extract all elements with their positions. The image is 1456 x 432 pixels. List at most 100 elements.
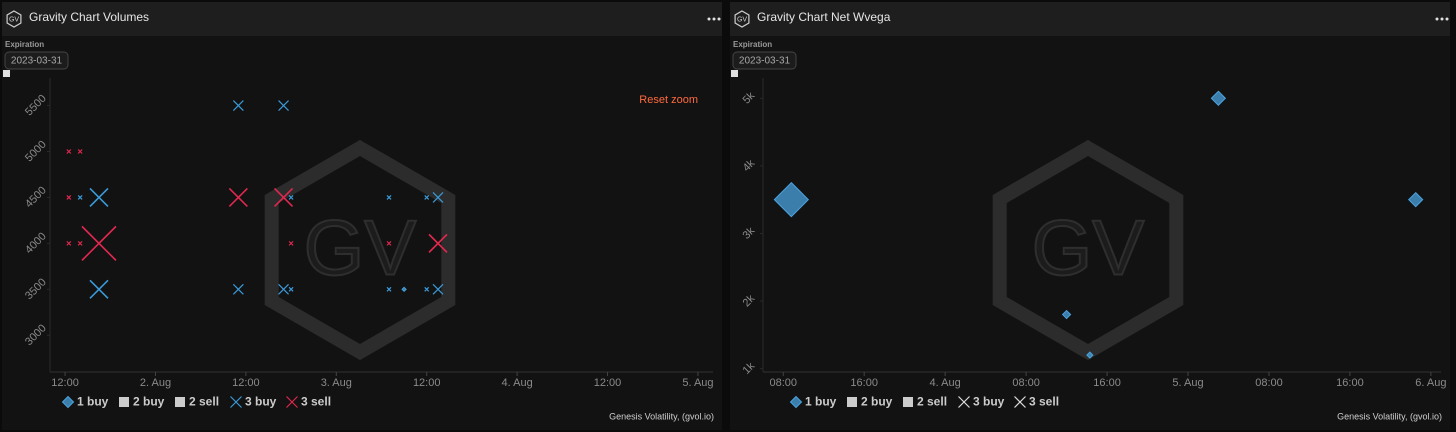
square-marker (175, 397, 185, 407)
x-marker (66, 240, 72, 246)
x-tick-label: 6. Aug (1415, 377, 1446, 389)
expand-icon[interactable] (731, 70, 738, 77)
x-marker (228, 187, 248, 208)
logo-icon (734, 10, 750, 28)
menu-dot[interactable] (717, 17, 721, 21)
watermark-hex (992, 139, 1184, 361)
x-marker (278, 283, 289, 295)
x-tick-label: 4. Aug (502, 377, 533, 389)
x-tick-label: 3. Aug (321, 377, 352, 389)
panel-title: Gravity Chart Volumes (29, 10, 149, 24)
filter-label: Expiration (733, 40, 772, 49)
legend-label[interactable]: 2 buy (133, 395, 165, 409)
square-marker (119, 397, 129, 407)
menu-dot[interactable] (712, 17, 716, 21)
reset-zoom[interactable]: Reset zoom (639, 94, 698, 106)
expand-icon[interactable] (3, 70, 10, 77)
x-tick-label: 16:00 (1336, 377, 1364, 389)
legend-label[interactable]: 1 buy (805, 395, 837, 409)
legend-label[interactable]: 2 buy (861, 395, 893, 409)
panel: GV Gravity Chart Net Wvega Expiration 2023-… (730, 2, 1450, 430)
diamond-marker (1407, 191, 1424, 208)
x-marker (1014, 396, 1026, 408)
x-tick-label: 2. Aug (140, 377, 171, 389)
x-marker (432, 283, 444, 295)
x-marker (66, 149, 72, 154)
diamond-marker (789, 395, 803, 409)
x-tick-label: 4. Aug (930, 377, 961, 389)
diamond-marker (61, 395, 75, 409)
x-marker (77, 195, 83, 200)
logo-icon (6, 10, 22, 28)
x-marker (77, 240, 83, 246)
menu-dot[interactable] (1445, 17, 1449, 21)
x-marker (288, 240, 294, 246)
watermark-hex (264, 139, 456, 361)
filter-value[interactable]: 2023-03-31 (11, 56, 63, 67)
x-marker (424, 195, 430, 200)
legend-label[interactable]: 2 sell (189, 395, 219, 409)
credit: Genesis Volatility, (gvol.io) (609, 411, 714, 421)
diamond-marker (1086, 351, 1094, 359)
x-tick-label: 12:00 (594, 377, 622, 389)
square-marker (903, 397, 913, 407)
filter-label: Expiration (5, 40, 44, 49)
square-marker (847, 397, 857, 407)
diamond-marker (401, 286, 407, 293)
x-marker (232, 100, 244, 111)
x-marker (77, 149, 83, 154)
x-marker (89, 279, 109, 299)
x-marker (232, 283, 244, 295)
x-tick-label: 12:00 (413, 377, 441, 389)
legend-label[interactable]: 3 buy (245, 395, 277, 409)
x-marker (273, 187, 294, 208)
panel: GV Gravity Chart Volumes Expiration 2023-03… (2, 2, 722, 430)
legend-label[interactable]: 3 sell (1029, 395, 1059, 409)
filter-value[interactable]: 2023-03-31 (739, 56, 791, 67)
menu-dot[interactable] (707, 17, 711, 21)
x-marker (288, 195, 294, 200)
watermark-text: GV (304, 204, 417, 292)
legend-label[interactable]: 3 sell (301, 395, 331, 409)
panel-header (2, 2, 722, 36)
x-tick-label: 16:00 (850, 377, 878, 389)
x-tick-label: 08:00 (769, 377, 797, 389)
x-marker (81, 225, 117, 261)
x-marker (958, 396, 970, 408)
x-marker (286, 396, 298, 408)
diamond-marker (1210, 90, 1227, 106)
x-marker (230, 396, 242, 408)
legend-label[interactable]: 1 buy (77, 395, 109, 409)
x-tick-label: 08:00 (1012, 377, 1040, 389)
diamond-marker (773, 181, 810, 218)
legend-label[interactable]: 2 sell (917, 395, 947, 409)
x-marker (89, 187, 109, 208)
credit: Genesis Volatility, (gvol.io) (1337, 411, 1442, 421)
x-marker (66, 195, 72, 200)
filter-pill[interactable] (732, 51, 797, 70)
x-tick-label: 5. Aug (682, 377, 713, 389)
x-marker (386, 195, 392, 200)
x-tick-label: 12:00 (232, 377, 260, 389)
diamond-marker (1061, 309, 1072, 320)
panel-header (730, 2, 1450, 36)
x-marker (424, 286, 430, 292)
x-tick-label: 12:00 (51, 377, 79, 389)
x-tick-label: 16:00 (1093, 377, 1121, 389)
x-marker (386, 286, 392, 292)
x-marker (288, 286, 294, 292)
menu-dot[interactable] (1440, 17, 1444, 21)
logo-icon-text: GV (9, 16, 19, 23)
x-tick-label: 5. Aug (1172, 377, 1203, 389)
x-marker (278, 100, 289, 111)
legend-label[interactable]: 3 buy (973, 395, 1005, 409)
x-tick-label: 08:00 (1255, 377, 1283, 389)
logo-icon-text: GV (737, 16, 747, 23)
menu-dot[interactable] (1435, 17, 1439, 21)
watermark-text: GV (1032, 204, 1145, 292)
x-marker (386, 240, 392, 246)
x-marker (428, 233, 448, 253)
filter-pill[interactable] (4, 51, 69, 70)
